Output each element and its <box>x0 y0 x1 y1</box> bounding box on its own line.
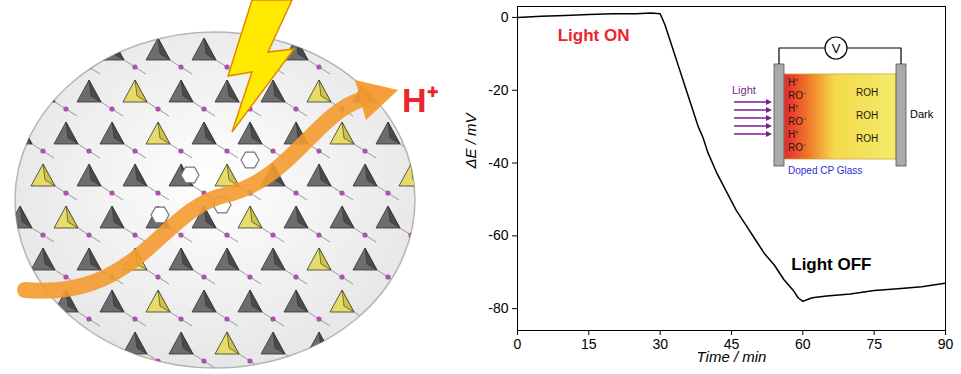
svg-text:60: 60 <box>795 336 811 352</box>
svg-text:RO⁻: RO⁻ <box>788 116 807 127</box>
svg-text:Light OFF: Light OFF <box>791 255 871 274</box>
svg-text:45: 45 <box>723 336 740 353</box>
svg-text:Doped CP Glass: Doped CP Glass <box>788 165 862 176</box>
svg-text:ROH: ROH <box>856 87 878 98</box>
svg-text:-40: -40 <box>488 155 508 171</box>
svg-text:90: 90 <box>938 336 954 352</box>
svg-text:H⁺: H⁺ <box>788 129 799 140</box>
svg-text:15: 15 <box>581 336 597 352</box>
svg-text:0: 0 <box>514 336 522 352</box>
svg-text:-20: -20 <box>488 82 508 98</box>
svg-text:Light ON: Light ON <box>558 26 630 45</box>
svg-text:ROH: ROH <box>856 110 878 121</box>
svg-text:H⁺: H⁺ <box>788 77 799 88</box>
svg-text:Dark: Dark <box>910 108 934 120</box>
svg-text:ROH: ROH <box>856 133 878 144</box>
svg-text:H⁺: H⁺ <box>402 81 438 119</box>
svg-text:-60: -60 <box>488 227 508 243</box>
svg-text:75: 75 <box>866 336 882 352</box>
svg-text:V: V <box>832 41 841 56</box>
svg-text:Light: Light <box>732 84 756 96</box>
svg-text:Time / min: Time / min <box>697 348 767 365</box>
svg-text:0: 0 <box>501 9 509 25</box>
svg-text:-80: -80 <box>488 300 508 316</box>
svg-text:ΔE / mV: ΔE / mV <box>462 111 479 169</box>
svg-text:RO⁻: RO⁻ <box>788 142 807 153</box>
svg-text:30: 30 <box>652 336 668 352</box>
svg-text:H⁺: H⁺ <box>788 103 799 114</box>
svg-text:RO⁻: RO⁻ <box>788 90 807 101</box>
